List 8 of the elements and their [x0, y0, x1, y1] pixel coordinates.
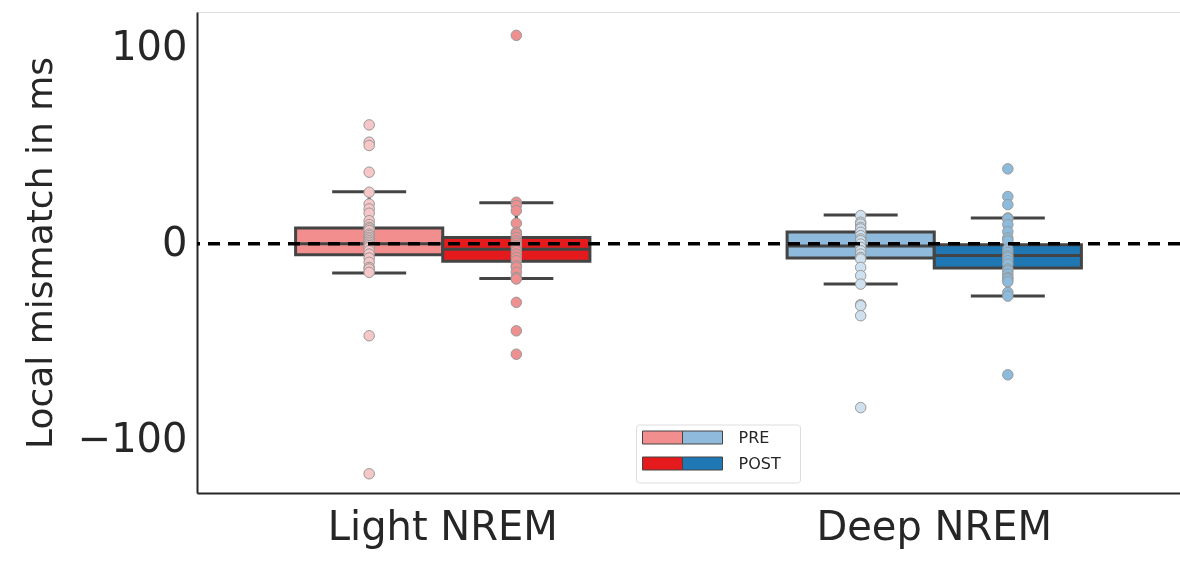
- legend-label: PRE: [738, 428, 770, 447]
- x-tick-label: Light NREM: [327, 502, 558, 549]
- y-tick-label: 100: [111, 22, 188, 69]
- y-tick-label: −100: [77, 415, 188, 462]
- x-tick-label: Deep NREM: [816, 502, 1053, 549]
- y-axis-title: Local mismatch in ms: [18, 57, 60, 449]
- legend-label: POST: [738, 454, 781, 473]
- y-tick-label: 0: [162, 219, 188, 266]
